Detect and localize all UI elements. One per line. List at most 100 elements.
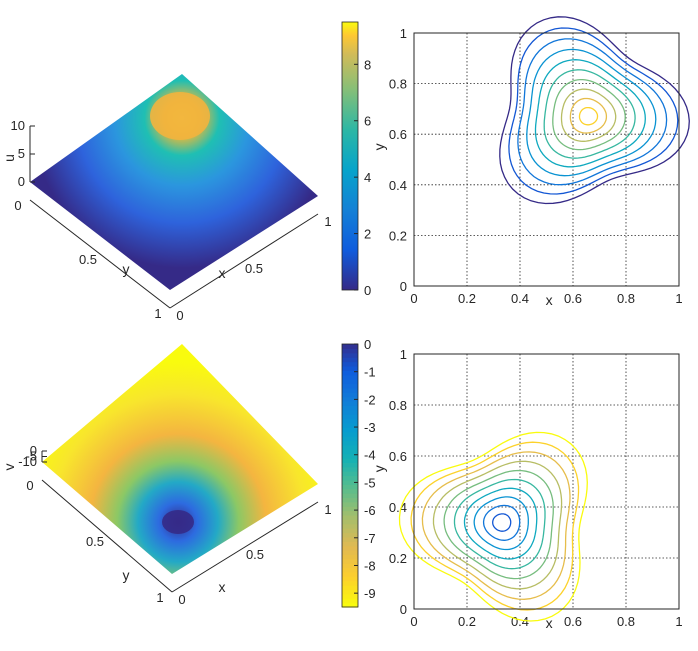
colorbar-tick-label: -7 (364, 531, 376, 546)
y-tick-label: 0.8 (389, 398, 407, 413)
contour-line (421, 451, 571, 600)
contour-plot-u: 0 0.2 0.4 0.6 0.8 1 0 0.2 0.4 0.6 0.8 1 x y (371, 16, 690, 308)
colorbar-step (342, 422, 358, 428)
y-tick-label: 1 (400, 26, 407, 41)
colorbar-step (342, 506, 358, 512)
y-axis-line (29, 199, 171, 309)
colorbar-step (342, 396, 358, 402)
colorbar-step (342, 409, 358, 415)
x-tick-label: 0.5 (245, 261, 263, 276)
plot-area (414, 354, 679, 609)
x-tick-label: 0.6 (564, 614, 582, 629)
colorbar-step (342, 427, 358, 433)
colorbar-step (342, 370, 358, 376)
colorbar-tick-label: -3 (364, 420, 376, 435)
colorbar-step (342, 567, 358, 573)
z-tick-label: 10 (11, 118, 25, 133)
colorbar-step (342, 457, 358, 463)
y-tick-label: 0.2 (389, 551, 407, 566)
colorbar-step (342, 379, 358, 385)
x-tick-label: 0 (410, 291, 417, 306)
colorbar-tick-label: 8 (364, 57, 371, 72)
x-tick-label: 1 (324, 214, 331, 229)
colorbar-tick-label: -4 (364, 448, 376, 463)
colorbar-fill (341, 21, 359, 291)
x-axis-label: x (219, 579, 226, 595)
colorbar-step (342, 541, 358, 547)
colorbar-step (342, 532, 358, 538)
x-tick-label: 0.4 (511, 291, 529, 306)
colorbar-v: 0 -1 -2 -3 -4 -5 -6 -7 -8 -9 (341, 337, 376, 608)
y-axis-line (41, 479, 173, 593)
z-tick-label: 0 (30, 443, 37, 458)
contour-line (517, 38, 668, 186)
x-tick-label: 0 (178, 592, 185, 607)
colorbar-step (342, 497, 358, 503)
y-axis-label: y (123, 261, 130, 277)
surface-peak (162, 510, 194, 534)
surface (42, 344, 318, 574)
contour-line (463, 487, 538, 560)
colorbar-step (342, 488, 358, 494)
colorbar-tick-label: -8 (364, 558, 376, 573)
colorbar-step (342, 510, 358, 516)
x-tick-label: 0.6 (564, 291, 582, 306)
axes-frame (413, 32, 680, 287)
colorbar-tick-label: 2 (364, 227, 371, 242)
colorbar-step (342, 414, 358, 420)
contour-line (443, 469, 554, 580)
colorbar-tick-label: -6 (364, 503, 376, 518)
y-axis-label: y (371, 465, 387, 472)
y-tick-label: 0.4 (389, 178, 407, 193)
colorbar-step (342, 554, 358, 560)
colorbar-u: 0 2 4 6 8 (341, 21, 371, 298)
y-tick-label: 0 (400, 602, 407, 617)
y-tick-label: 1 (154, 306, 161, 321)
axes-frame (413, 353, 680, 610)
colorbar-step (342, 392, 358, 398)
colorbar-step (342, 528, 358, 534)
colorbar-tick-label: 6 (364, 114, 371, 129)
contour-line (453, 478, 546, 570)
x-axis-label: x (219, 265, 226, 281)
y-tick-label: 1 (156, 590, 163, 605)
surface-peak (150, 92, 210, 140)
colorbar-step (342, 589, 358, 595)
colorbar-step (342, 444, 358, 450)
colorbar-tick-label: -9 (364, 586, 376, 601)
colorbar-step (342, 374, 358, 380)
x-tick-label: 1 (675, 614, 682, 629)
colorbar-step (342, 418, 358, 424)
colorbar-step (342, 514, 358, 520)
colorbar-step (342, 352, 358, 358)
colorbar-step (342, 453, 358, 459)
colorbar-step (342, 475, 358, 481)
z-tick-label: -5 (25, 449, 37, 464)
colorbar-step (342, 436, 358, 442)
x-tick-label: 1 (324, 502, 331, 517)
colorbar-step (342, 563, 358, 569)
surface (30, 74, 318, 290)
colorbar-step (342, 576, 358, 582)
contour-line (534, 59, 646, 168)
colorbar-step (342, 593, 358, 599)
x-tick-label: 0.8 (617, 291, 635, 306)
colorbar-tick-label: -1 (364, 365, 376, 380)
colorbar-step (342, 484, 358, 490)
contour-line (560, 88, 617, 142)
y-tick-label: 0 (14, 198, 21, 213)
colorbar-step (342, 405, 358, 411)
colorbar-step (342, 536, 358, 542)
x-tick-label: 0 (410, 614, 417, 629)
x-tick-label: 0 (176, 308, 183, 323)
colorbar-step (342, 493, 358, 499)
colorbar-step (342, 571, 358, 577)
colorbar-tick-label: -5 (364, 475, 376, 490)
contour-line (482, 504, 521, 541)
y-tick-label: 0.2 (389, 228, 407, 243)
contour-line (499, 16, 690, 205)
y-axis-label: y (123, 567, 130, 583)
colorbar-step (342, 523, 358, 529)
contour-line (552, 78, 626, 151)
colorbar-step (342, 365, 358, 371)
